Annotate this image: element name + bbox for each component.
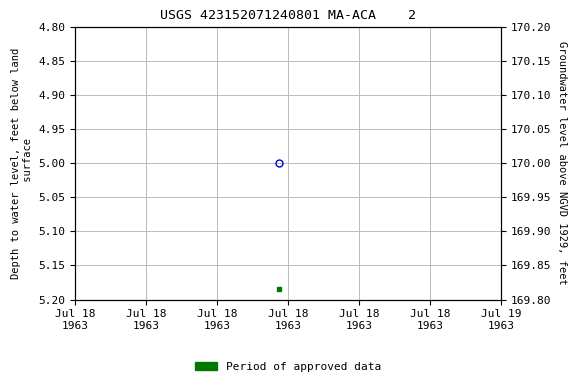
Y-axis label: Depth to water level, feet below land
 surface: Depth to water level, feet below land su… (11, 48, 33, 279)
Y-axis label: Groundwater level above NGVD 1929, feet: Groundwater level above NGVD 1929, feet (557, 41, 567, 285)
Legend: Period of approved data: Period of approved data (191, 358, 385, 377)
Title: USGS 423152071240801 MA-ACA    2: USGS 423152071240801 MA-ACA 2 (160, 8, 416, 22)
